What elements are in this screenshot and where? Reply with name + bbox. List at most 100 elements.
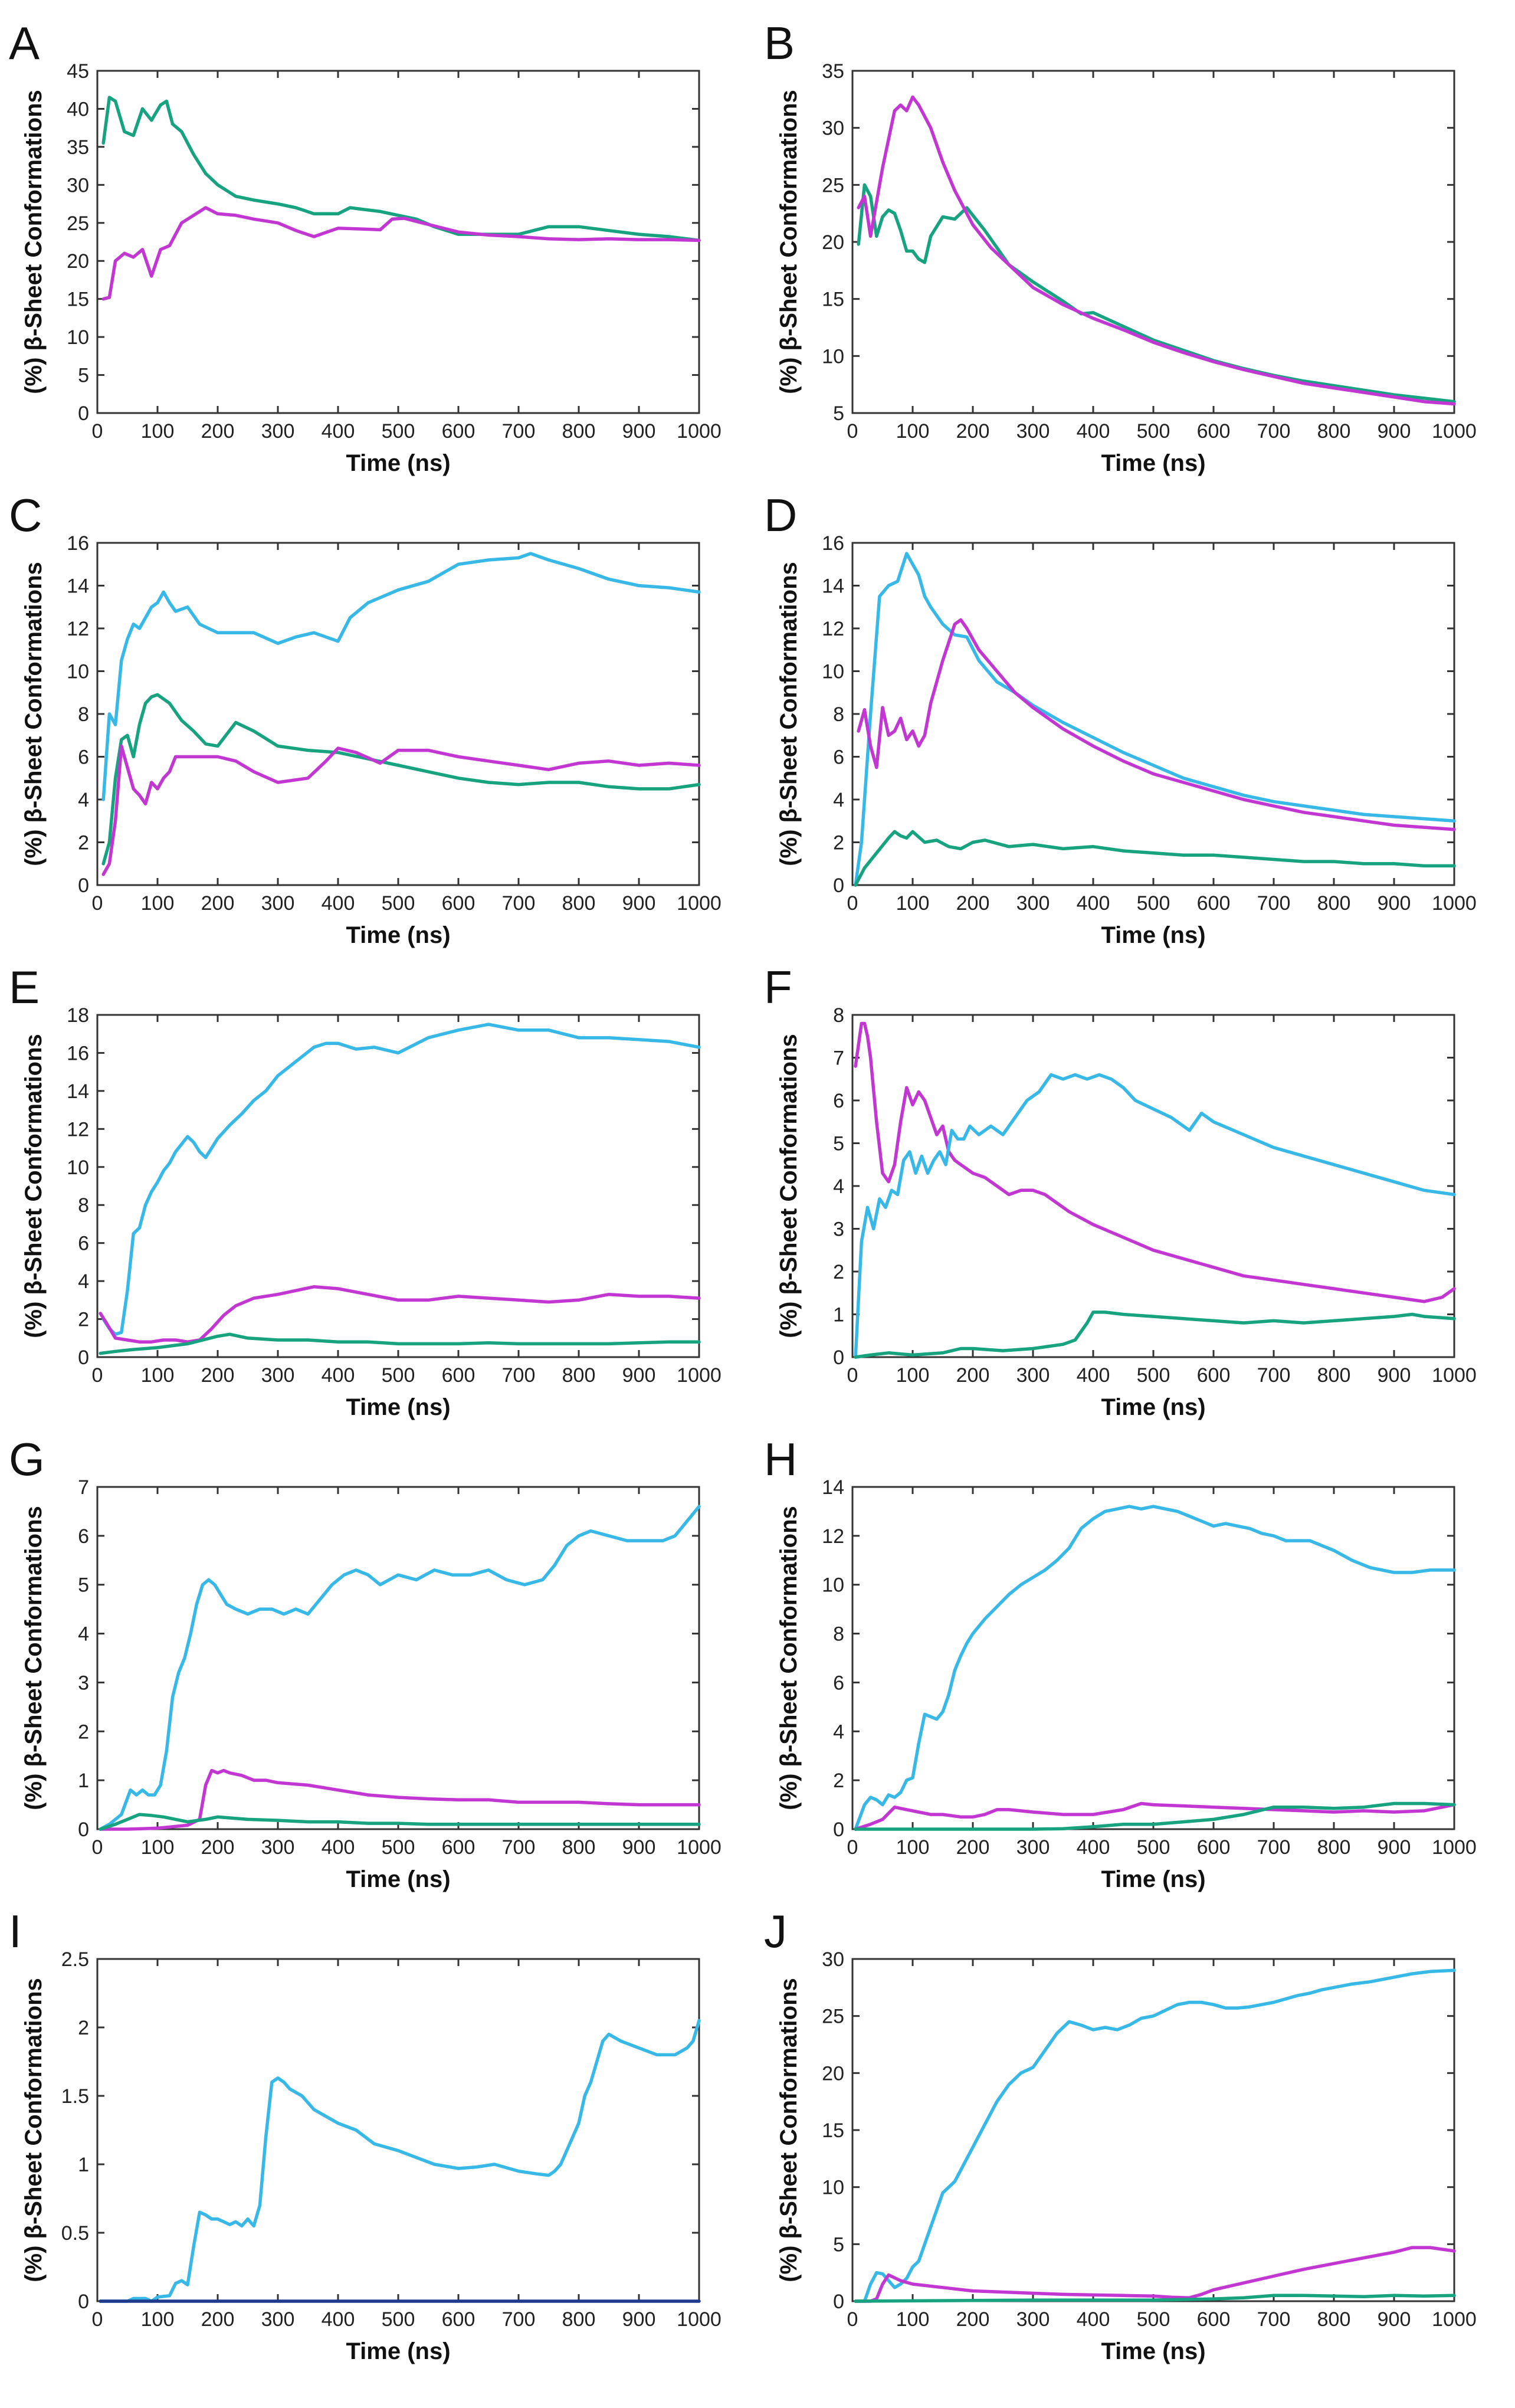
series-line-f-cyan bbox=[854, 1073, 1456, 1359]
x-tick-label-h: 200 bbox=[956, 1836, 990, 1859]
panel-c: C 0 100 200 300 400 500 600 700 800 900 1000 0 2 4 6 8 10… bbox=[9, 489, 722, 948]
panel-a: A 0 100 200 300 400 500 600 700 800 900 1000 0 5 10 15 2… bbox=[9, 17, 722, 476]
x-tick-label-a: 1000 bbox=[677, 420, 722, 443]
x-tick-label-a: 200 bbox=[201, 420, 235, 443]
y-axis-title-j: (%) β-Sheet Conformations bbox=[776, 1978, 802, 2282]
x-tick-label-g: 0 bbox=[92, 1836, 103, 1859]
y-tick-label-h: 0 bbox=[833, 1819, 844, 1841]
x-tick-label-j: 900 bbox=[1378, 2308, 1411, 2331]
y-tick-label-f: 3 bbox=[833, 1218, 844, 1241]
series-line-h-cyan bbox=[854, 1505, 1456, 1831]
x-tick-label-g: 600 bbox=[442, 1836, 476, 1859]
x-axis-title-i: Time (ns) bbox=[346, 2338, 450, 2364]
x-tick-label-b: 900 bbox=[1378, 420, 1411, 443]
x-tick-label-d: 0 bbox=[847, 892, 858, 915]
x-tick-label-f: 400 bbox=[1077, 1364, 1110, 1387]
plot-frame-j bbox=[851, 1958, 1455, 2302]
y-tick-label-c: 14 bbox=[67, 575, 89, 598]
y-tick-label-h: 12 bbox=[822, 1525, 844, 1548]
x-axis-title-j: Time (ns) bbox=[1101, 2338, 1205, 2364]
y-tick-label-e: 12 bbox=[67, 1118, 89, 1141]
plot-frame-g bbox=[96, 1486, 700, 1830]
series-line-d-magenta bbox=[857, 618, 1456, 831]
panel-letter-d: D bbox=[764, 489, 797, 541]
y-tick-label-j: 15 bbox=[822, 2119, 844, 2142]
y-tick-label-d: 2 bbox=[833, 832, 844, 854]
series-line-i-cyan bbox=[99, 2019, 701, 2303]
y-tick-label-b: 15 bbox=[822, 289, 844, 311]
y-tick-label-d: 6 bbox=[833, 746, 844, 769]
y-tick-label-j: 20 bbox=[822, 2062, 844, 2085]
series-line-h-magenta bbox=[854, 1801, 1456, 1831]
series-line-g-green bbox=[99, 1813, 701, 1831]
plot-frame-a bbox=[96, 70, 700, 414]
x-tick-label-h: 900 bbox=[1378, 1836, 1411, 1859]
y-tick-label-a: 5 bbox=[78, 365, 89, 387]
y-tick-label-f: 5 bbox=[833, 1133, 844, 1155]
x-tick-label-c: 600 bbox=[442, 892, 476, 915]
x-axis-title-e: Time (ns) bbox=[346, 1394, 450, 1420]
x-tick-label-h: 300 bbox=[1016, 1836, 1050, 1859]
x-tick-label-b: 500 bbox=[1137, 420, 1170, 443]
y-tick-label-h: 2 bbox=[833, 1770, 844, 1792]
x-tick-label-c: 900 bbox=[622, 892, 656, 915]
y-axis-title-h: (%) β-Sheet Conformations bbox=[776, 1506, 802, 1810]
panel-letter-h: H bbox=[764, 1433, 797, 1485]
x-tick-label-b: 200 bbox=[956, 420, 990, 443]
plot-frame-d bbox=[851, 542, 1455, 886]
x-tick-label-a: 900 bbox=[622, 420, 656, 443]
y-tick-label-a: 0 bbox=[78, 402, 89, 425]
x-tick-label-j: 100 bbox=[896, 2308, 930, 2331]
series-line-e-magenta bbox=[99, 1285, 701, 1344]
x-tick-label-f: 900 bbox=[1378, 1364, 1411, 1387]
x-tick-label-f: 600 bbox=[1197, 1364, 1231, 1387]
x-axis-title-h: Time (ns) bbox=[1101, 1866, 1205, 1892]
y-tick-label-e: 4 bbox=[78, 1270, 89, 1293]
x-tick-label-c: 500 bbox=[382, 892, 415, 915]
x-tick-label-i: 400 bbox=[322, 2308, 355, 2331]
panel-e: E 0 100 200 300 400 500 600 700 800 900 1000 0 2 4 6 8 10… bbox=[9, 961, 722, 1420]
x-tick-label-c: 800 bbox=[562, 892, 596, 915]
x-tick-label-j: 400 bbox=[1077, 2308, 1110, 2331]
x-tick-label-j: 200 bbox=[956, 2308, 990, 2331]
x-tick-label-e: 400 bbox=[322, 1364, 355, 1387]
y-tick-label-i: 2.5 bbox=[61, 1948, 89, 1971]
x-tick-label-j: 500 bbox=[1137, 2308, 1170, 2331]
y-tick-label-a: 20 bbox=[67, 250, 89, 273]
y-tick-label-d: 8 bbox=[833, 703, 844, 726]
x-tick-label-j: 600 bbox=[1197, 2308, 1231, 2331]
y-axis-title-g: (%) β-Sheet Conformations bbox=[21, 1506, 47, 1810]
x-axis-title-d: Time (ns) bbox=[1101, 922, 1205, 948]
plot-frame-c bbox=[96, 542, 700, 886]
x-tick-label-d: 600 bbox=[1197, 892, 1231, 915]
x-tick-label-h: 400 bbox=[1077, 1836, 1110, 1859]
x-tick-label-i: 900 bbox=[622, 2308, 656, 2331]
x-tick-label-f: 700 bbox=[1257, 1364, 1291, 1387]
y-tick-label-d: 4 bbox=[833, 789, 844, 811]
panel-letter-f: F bbox=[764, 961, 792, 1013]
x-tick-label-a: 300 bbox=[261, 420, 295, 443]
x-tick-label-e: 800 bbox=[562, 1364, 596, 1387]
y-tick-label-b: 35 bbox=[822, 60, 844, 83]
x-tick-label-e: 100 bbox=[141, 1364, 175, 1387]
x-tick-label-i: 500 bbox=[382, 2308, 415, 2331]
x-tick-label-g: 800 bbox=[562, 1836, 596, 1859]
plot-frame-b bbox=[851, 70, 1455, 414]
x-tick-label-b: 100 bbox=[896, 420, 930, 443]
x-tick-label-c: 100 bbox=[141, 892, 175, 915]
x-tick-label-j: 700 bbox=[1257, 2308, 1291, 2331]
y-tick-label-i: 1.5 bbox=[61, 2085, 89, 2108]
y-tick-label-c: 0 bbox=[78, 874, 89, 897]
y-tick-label-g: 4 bbox=[78, 1623, 89, 1646]
x-tick-label-d: 1000 bbox=[1432, 892, 1477, 915]
x-tick-label-a: 700 bbox=[502, 420, 536, 443]
y-tick-label-c: 4 bbox=[78, 789, 89, 811]
panel-d: D 0 100 200 300 400 500 600 700 800 900 1000 0 2 4 6 8 10… bbox=[764, 489, 1477, 948]
y-tick-label-h: 14 bbox=[822, 1476, 844, 1499]
x-tick-label-f: 200 bbox=[956, 1364, 990, 1387]
y-tick-label-i: 1 bbox=[78, 2154, 89, 2176]
x-tick-label-i: 0 bbox=[92, 2308, 103, 2331]
series-line-e-green bbox=[99, 1332, 701, 1355]
x-tick-label-e: 1000 bbox=[677, 1364, 722, 1387]
x-tick-label-c: 1000 bbox=[677, 892, 722, 915]
